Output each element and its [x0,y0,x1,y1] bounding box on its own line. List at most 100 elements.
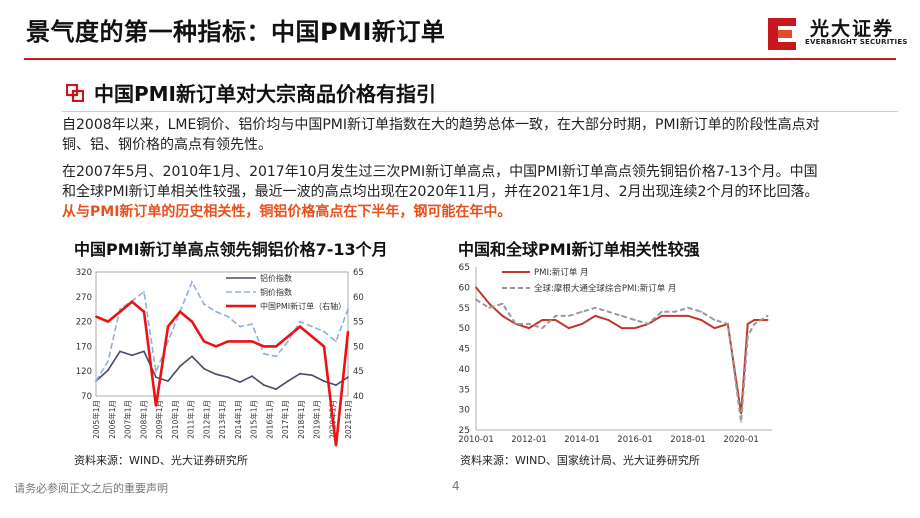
chart2-point [475,286,477,289]
chart1-point [203,367,205,370]
chart1-point [119,310,121,313]
chart1-xtick: 2010年1月 [170,400,180,439]
chart2-point [740,412,742,415]
chart2-series-line-2 [475,298,769,422]
chart1-point [107,360,109,363]
chart1-xtick: 2019年1月 [312,400,322,439]
chart1-point [203,303,205,306]
chart1-point [107,369,109,372]
chart2-point [554,319,557,321]
chart1-point [275,355,277,358]
chart1-point [263,345,265,348]
chart2-xtick: 2016-01 [617,435,653,445]
chart2-point [541,319,544,321]
chart2-point [660,310,663,313]
chart1-xtick: 2017年1月 [280,400,290,439]
chart1-svg: 70 120 170 220 270 320 40 45 50 55 60 65 2005年1月 2006… [76,268,364,447]
chart2-point [746,323,749,325]
chart1-point [155,405,157,407]
chart1-point [311,325,313,328]
chart2-point [488,302,491,305]
chart1-point [335,340,337,343]
chart2-ytick: 25 [459,426,470,436]
chart2-point [528,327,530,330]
chart2-point [594,315,597,317]
chart1-point [239,381,241,384]
chart1-xtick: 2021年1月 [343,400,353,439]
chart2-point [594,306,597,309]
chart2-source: 资料来源：WIND、国家统计局、光大证券研究所 [460,454,700,467]
chart1-point [143,350,145,353]
chart1-point [167,380,169,383]
chart1-ytick-left: 70 [81,392,92,402]
chart2-point [700,319,703,321]
chart1-ytick-right: 40 [353,392,364,402]
chart2-point [673,310,676,313]
chart1-point [323,345,325,348]
chart1-point [155,371,157,374]
chart1-point [227,315,229,318]
chart1-xtick: 2016年1月 [264,400,274,439]
chart2-ytick: 55 [459,304,470,314]
chart2-point [620,315,623,317]
chart2-point [766,315,769,317]
chart1-xtick: 2013年1月 [217,400,227,439]
chart2-point [746,335,749,338]
chart2-xtick: 2014-01 [564,435,600,445]
chart1-point [143,310,145,313]
chart2-ytick: 35 [459,385,470,395]
chart2-series-line-1 [475,286,768,414]
chart1-point [287,380,289,383]
chart1-xtick: 2006年1月 [107,400,117,439]
chart1-series-line-1 [95,350,349,390]
logo-text-en: EVERBRIGHT SECURITIES [805,38,908,46]
chart2-ytick: 65 [459,263,470,273]
chart2-ytick: 45 [459,345,470,355]
paragraph-2-text: 在2007年5月、2010年1月、2017年10月发生过三次PMI新订单高点，中… [62,164,819,200]
chart1-point [347,330,349,333]
chart1-legend-label: 铜价指数 [260,287,292,297]
chart2-point [660,315,663,317]
chart2-point [753,319,756,321]
chart1-point [335,384,337,386]
chart2-point [607,319,610,321]
chart2-point [740,420,742,423]
chart1-point [251,340,253,343]
chart1-point [179,310,181,313]
chart1-point [299,325,301,328]
chart2-point [673,315,676,317]
chart1-xtick: 2008年1月 [138,400,148,439]
chart2-title: 中国和全球PMI新订单相关性较强 [458,240,700,259]
chart1-point [215,310,217,313]
chart2-ytick: 30 [459,406,471,416]
chart2-point [607,310,610,313]
chart1-point [251,375,253,378]
chart1-point [347,308,349,311]
chart1-point [203,340,205,343]
chart2-point [753,323,756,325]
chart2-ytick: 60 [459,283,471,293]
chart1-point [191,281,193,283]
chart1-ytick-right: 65 [353,268,364,278]
chart2-point [726,323,729,325]
chart1-point [263,352,265,355]
chart1-point [215,373,217,376]
chart2-point [713,319,716,321]
chart2-ytick: 50 [459,324,471,334]
chart1-xtick: 2009年1月 [154,400,164,439]
chart1-point [167,340,169,343]
chart2-svg: 25 30 35 40 45 50 55 60 65 2010-01 2012-01 2014-01 2… [458,263,772,445]
chart1-point [347,376,349,379]
chart1-point [299,320,301,323]
chart1-point [275,345,277,348]
chart2-point [554,315,557,317]
chart1-ytick-right: 45 [353,367,364,377]
chart1-point [335,444,337,447]
chart2-point [634,327,636,330]
logo-text-cn: 光大证券 [810,18,895,40]
chart1-point [323,380,325,383]
chart1-ytick-right: 60 [353,293,364,303]
chart2-point [581,310,583,313]
chart2-xtick: 2018-01 [670,435,706,445]
chart2-xtick: 2012-01 [511,435,547,445]
